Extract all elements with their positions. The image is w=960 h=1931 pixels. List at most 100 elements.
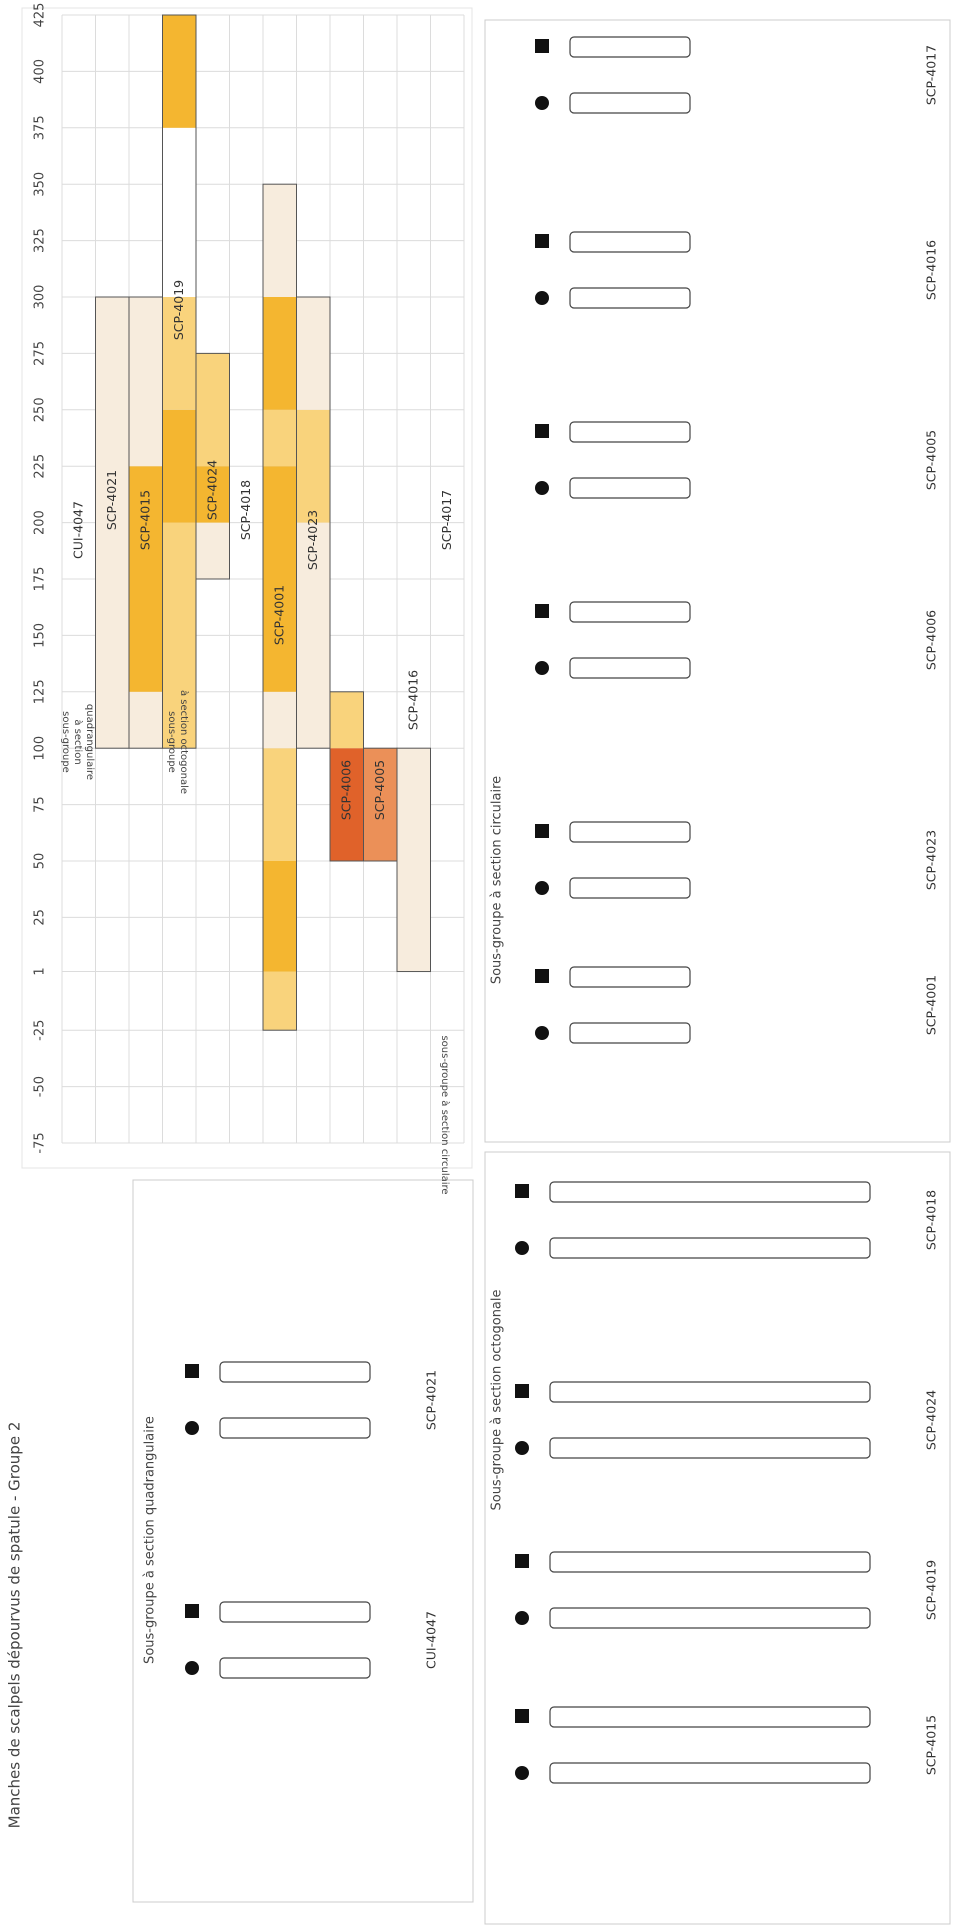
tool-drawing [569,421,691,443]
tool-drawing [549,1607,871,1629]
item-label: SCP-4019 [924,1560,939,1620]
range-segment [129,466,163,692]
item-label: SCP-4005 [924,430,939,490]
panel-frame [484,19,951,1143]
range-segment [363,748,397,861]
panel-title: Sous-groupe à section circulaire [490,776,505,984]
tool-drawing [569,877,691,899]
row-label: SCP-4006 [338,760,353,820]
row-label: SCP-4019 [171,280,186,340]
bar-outline [396,747,431,973]
section-marker [535,424,549,438]
tool-drawing [219,1417,371,1439]
row-label: SCP-4018 [238,480,253,540]
range-segment [263,691,297,749]
section-marker [185,1364,199,1378]
figure-title: Manches de scalpels dépourvus de spatule… [6,1422,24,1829]
x-tick-label: 1 [33,967,48,975]
row-label: SCP-4023 [305,510,320,570]
section-marker [535,881,549,895]
tool-drawing [549,1762,871,1784]
bar-outline [296,296,331,749]
item-label: SCP-4024 [924,1390,939,1450]
section-marker [515,1766,529,1780]
tool-drawing [549,1237,871,1259]
range-segment [162,127,196,297]
range-segment [296,409,330,523]
group-label: sous-groupe à section circulaire [439,1035,451,1194]
range-segment [162,15,196,128]
x-tick-label: 100 [33,736,48,761]
range-segment [330,691,364,749]
tool-drawing [549,1706,871,1728]
x-tick-label: -50 [33,1076,48,1097]
x-tick-label: 425 [33,3,48,28]
panel-frame [484,1151,951,1925]
tool-drawing [219,1657,371,1679]
section-marker [535,481,549,495]
x-tick-label: 400 [33,59,48,84]
x-tick-label: 350 [33,172,48,197]
tool-drawing [549,1551,871,1573]
x-tick-label: 275 [33,341,48,366]
group-label: à section [72,719,84,764]
panel-frame [132,1179,474,1903]
range-segment [196,466,230,523]
group-label: quadrangulaire [84,704,95,780]
item-label: SCP-4016 [924,240,939,300]
row-label: SCP-4015 [137,490,152,550]
x-tick-label: 75 [33,796,48,813]
x-tick-label: 50 [33,853,48,870]
panel-title: Sous-groupe à section octogonale [490,1289,505,1510]
section-marker [515,1184,529,1198]
item-label: SCP-4015 [924,1715,939,1775]
tool-drawing [569,601,691,623]
x-tick-label: 225 [33,454,48,479]
section-marker [515,1241,529,1255]
range-segment [263,466,297,692]
tool-drawing [569,657,691,679]
section-marker [515,1384,529,1398]
section-marker [535,824,549,838]
range-segment [397,748,431,972]
chart-frame [21,7,473,1169]
tool-drawing [569,1022,691,1044]
range-segment [129,297,163,467]
section-marker [515,1554,529,1568]
section-marker [185,1661,199,1675]
section-marker [185,1604,199,1618]
item-label: SCP-4021 [424,1370,439,1430]
range-segment [263,409,297,467]
range-segment [296,522,330,749]
range-segment [162,522,196,749]
section-marker [535,1026,549,1040]
item-label: SCP-4023 [924,830,939,890]
tool-drawing [219,1361,371,1383]
range-segment [196,353,230,467]
row-label: SCP-4024 [204,460,219,520]
section-marker [185,1421,199,1435]
item-label: SCP-4006 [924,610,939,670]
range-segment [263,748,297,861]
x-tick-label: 25 [33,909,48,926]
x-tick-label: 150 [33,623,48,648]
section-marker [535,234,549,248]
tool-drawing [219,1601,371,1623]
row-label: SCP-4005 [372,760,387,820]
item-label: SCP-4018 [924,1190,939,1250]
tool-drawing [569,287,691,309]
x-tick-label: -25 [33,1020,48,1041]
range-segment [162,297,196,410]
section-marker [515,1709,529,1723]
x-tick-label: 325 [33,228,48,253]
row-label: SCP-4021 [104,470,119,530]
tool-drawing [569,36,691,58]
section-marker [535,969,549,983]
range-segment [95,297,129,749]
range-segment [330,748,364,861]
range-segment [263,297,297,410]
tool-drawing [549,1381,871,1403]
section-marker [535,661,549,675]
group-label: sous-groupe [166,711,177,773]
